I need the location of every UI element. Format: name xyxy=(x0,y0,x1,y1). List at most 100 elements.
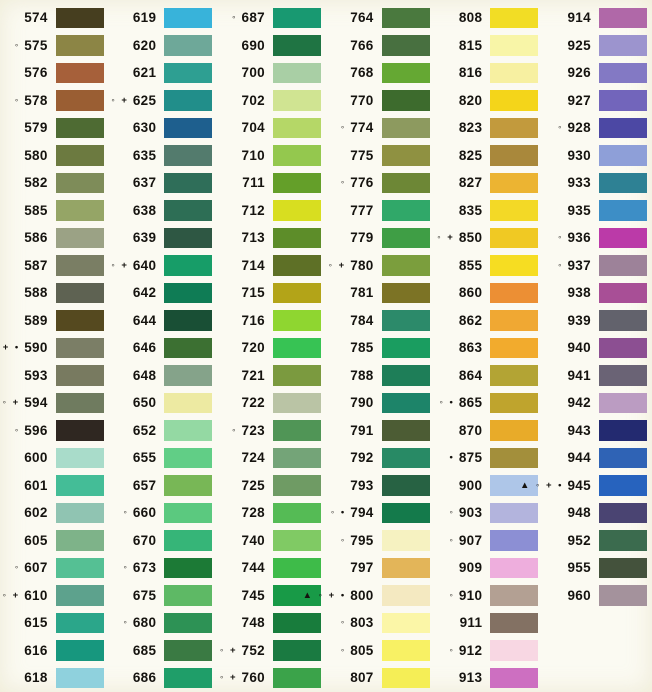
row-symbols: ◦ xyxy=(449,534,455,546)
row-symbols: ◦ xyxy=(449,644,455,656)
color-row: 860 xyxy=(435,279,544,307)
color-code: 800 xyxy=(350,587,374,603)
color-code: 655 xyxy=(132,450,157,466)
color-swatch xyxy=(598,365,647,386)
color-row: ◦ 673 xyxy=(109,554,218,582)
color-row: 616 xyxy=(0,637,109,665)
color-swatch xyxy=(164,90,213,111)
color-code: 616 xyxy=(24,642,48,658)
row-symbols: ◦ + xyxy=(2,397,21,408)
color-row: 586 xyxy=(0,224,109,252)
color-swatch xyxy=(164,337,213,358)
color-code: 728 xyxy=(241,505,265,521)
color-code: 690 xyxy=(241,37,265,53)
color-code: 927 xyxy=(567,92,591,108)
color-code: 805 xyxy=(350,642,374,658)
color-swatch xyxy=(490,282,539,303)
color-swatch xyxy=(381,392,430,413)
color-swatch xyxy=(164,172,213,193)
color-swatch xyxy=(164,585,213,606)
color-code: 579 xyxy=(24,120,48,136)
color-row: 648 xyxy=(109,362,218,390)
color-code: 721 xyxy=(241,367,265,383)
color-swatch xyxy=(490,145,539,166)
color-swatch xyxy=(272,200,321,221)
color-row: 820 xyxy=(435,87,544,115)
color-swatch xyxy=(55,145,104,166)
color-swatch xyxy=(490,612,539,633)
color-row: 630 xyxy=(109,114,218,142)
color-swatch xyxy=(381,530,430,551)
color-swatch xyxy=(381,172,430,193)
color-row: 913 xyxy=(435,664,544,692)
color-code: 620 xyxy=(132,37,157,53)
color-swatch xyxy=(272,117,321,138)
color-swatch xyxy=(272,62,321,83)
color-swatch xyxy=(55,392,104,413)
color-code: 860 xyxy=(458,285,483,301)
color-code: 823 xyxy=(458,120,483,136)
color-swatch xyxy=(490,200,539,221)
color-code: 687 xyxy=(241,10,265,26)
color-row: 938 xyxy=(543,279,652,307)
color-swatch xyxy=(55,172,104,193)
color-swatch xyxy=(55,35,104,56)
color-code: 960 xyxy=(567,587,591,603)
color-code: 588 xyxy=(24,285,48,301)
color-row: 579 xyxy=(0,114,109,142)
color-row: 722 xyxy=(217,389,326,417)
color-swatch xyxy=(598,447,647,468)
color-code: 650 xyxy=(132,395,157,411)
color-swatch xyxy=(55,667,104,688)
color-row: 770 xyxy=(326,87,435,115)
color-code: 775 xyxy=(350,147,374,163)
color-swatch xyxy=(490,7,539,28)
color-row: 576 xyxy=(0,59,109,87)
color-swatch xyxy=(381,117,430,138)
color-row: 721 xyxy=(217,362,326,390)
row-symbols: ◦ xyxy=(340,177,347,188)
color-code: 940 xyxy=(567,340,591,356)
color-row: 605 xyxy=(0,527,109,555)
color-swatch xyxy=(164,475,213,496)
color-swatch xyxy=(272,90,321,111)
color-swatch xyxy=(272,282,321,303)
color-code: 720 xyxy=(241,340,265,356)
color-code: 637 xyxy=(132,175,157,191)
color-row: ◦ 903 xyxy=(435,499,544,527)
row-symbols: ◦ xyxy=(123,617,129,628)
color-row: ◦ 687 xyxy=(217,4,326,32)
color-code: 937 xyxy=(567,257,591,273)
color-swatch xyxy=(381,557,430,578)
color-row: 791 xyxy=(326,417,435,445)
color-swatch xyxy=(55,62,104,83)
color-swatch xyxy=(490,172,539,193)
color-row: 792 xyxy=(326,444,435,472)
color-row: ◦ 928 xyxy=(543,114,652,142)
color-swatch xyxy=(490,585,539,606)
color-row: ◦ 803 xyxy=(326,609,435,637)
color-swatch xyxy=(381,200,430,221)
color-swatch xyxy=(55,640,104,661)
color-code: 722 xyxy=(241,395,265,411)
color-row: 788 xyxy=(326,362,435,390)
color-swatch xyxy=(55,90,104,111)
color-swatch xyxy=(164,145,213,166)
color-code: 943 xyxy=(567,422,591,438)
color-swatch xyxy=(381,640,430,661)
color-row: ◦ 680 xyxy=(109,609,218,637)
color-code: 862 xyxy=(458,312,483,328)
color-swatch xyxy=(598,337,647,358)
row-symbols: ◦ xyxy=(340,644,347,656)
color-row: 797 xyxy=(326,554,435,582)
color-row: 781 xyxy=(326,279,435,307)
color-swatch xyxy=(490,557,539,578)
color-swatch xyxy=(164,255,213,276)
color-code: 576 xyxy=(24,65,48,81)
color-code: 605 xyxy=(24,532,48,548)
color-swatch xyxy=(164,35,213,56)
color-row: ◦ +625 xyxy=(109,87,218,115)
color-row: 728 xyxy=(217,499,326,527)
color-code: 936 xyxy=(567,230,591,246)
color-row: 952 xyxy=(543,527,652,555)
